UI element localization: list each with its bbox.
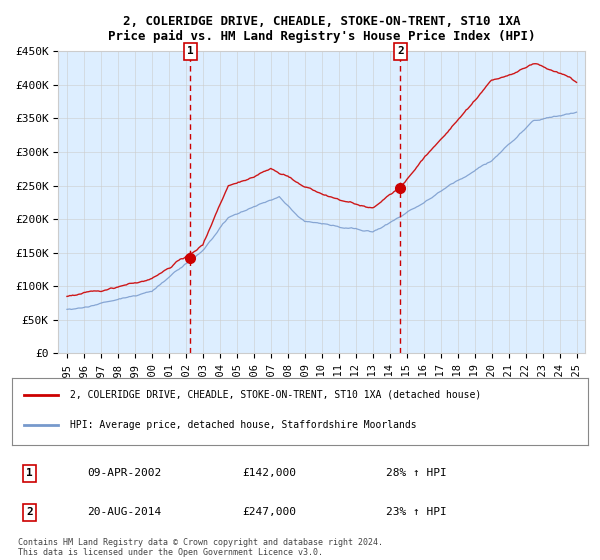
Text: 1: 1: [26, 468, 32, 478]
Text: 2: 2: [397, 46, 404, 56]
Text: 1: 1: [187, 46, 194, 56]
Text: £247,000: £247,000: [242, 507, 296, 517]
Text: 2, COLERIDGE DRIVE, CHEADLE, STOKE-ON-TRENT, ST10 1XA (detached house): 2, COLERIDGE DRIVE, CHEADLE, STOKE-ON-TR…: [70, 390, 481, 400]
Text: 28% ↑ HPI: 28% ↑ HPI: [386, 468, 447, 478]
Text: Contains HM Land Registry data © Crown copyright and database right 2024.
This d: Contains HM Land Registry data © Crown c…: [18, 538, 383, 557]
Text: 20-AUG-2014: 20-AUG-2014: [87, 507, 161, 517]
Text: 2: 2: [26, 507, 32, 517]
Title: 2, COLERIDGE DRIVE, CHEADLE, STOKE-ON-TRENT, ST10 1XA
Price paid vs. HM Land Reg: 2, COLERIDGE DRIVE, CHEADLE, STOKE-ON-TR…: [108, 15, 535, 43]
Text: HPI: Average price, detached house, Staffordshire Moorlands: HPI: Average price, detached house, Staf…: [70, 420, 416, 430]
Text: 23% ↑ HPI: 23% ↑ HPI: [386, 507, 447, 517]
Text: £142,000: £142,000: [242, 468, 296, 478]
Text: 09-APR-2002: 09-APR-2002: [87, 468, 161, 478]
